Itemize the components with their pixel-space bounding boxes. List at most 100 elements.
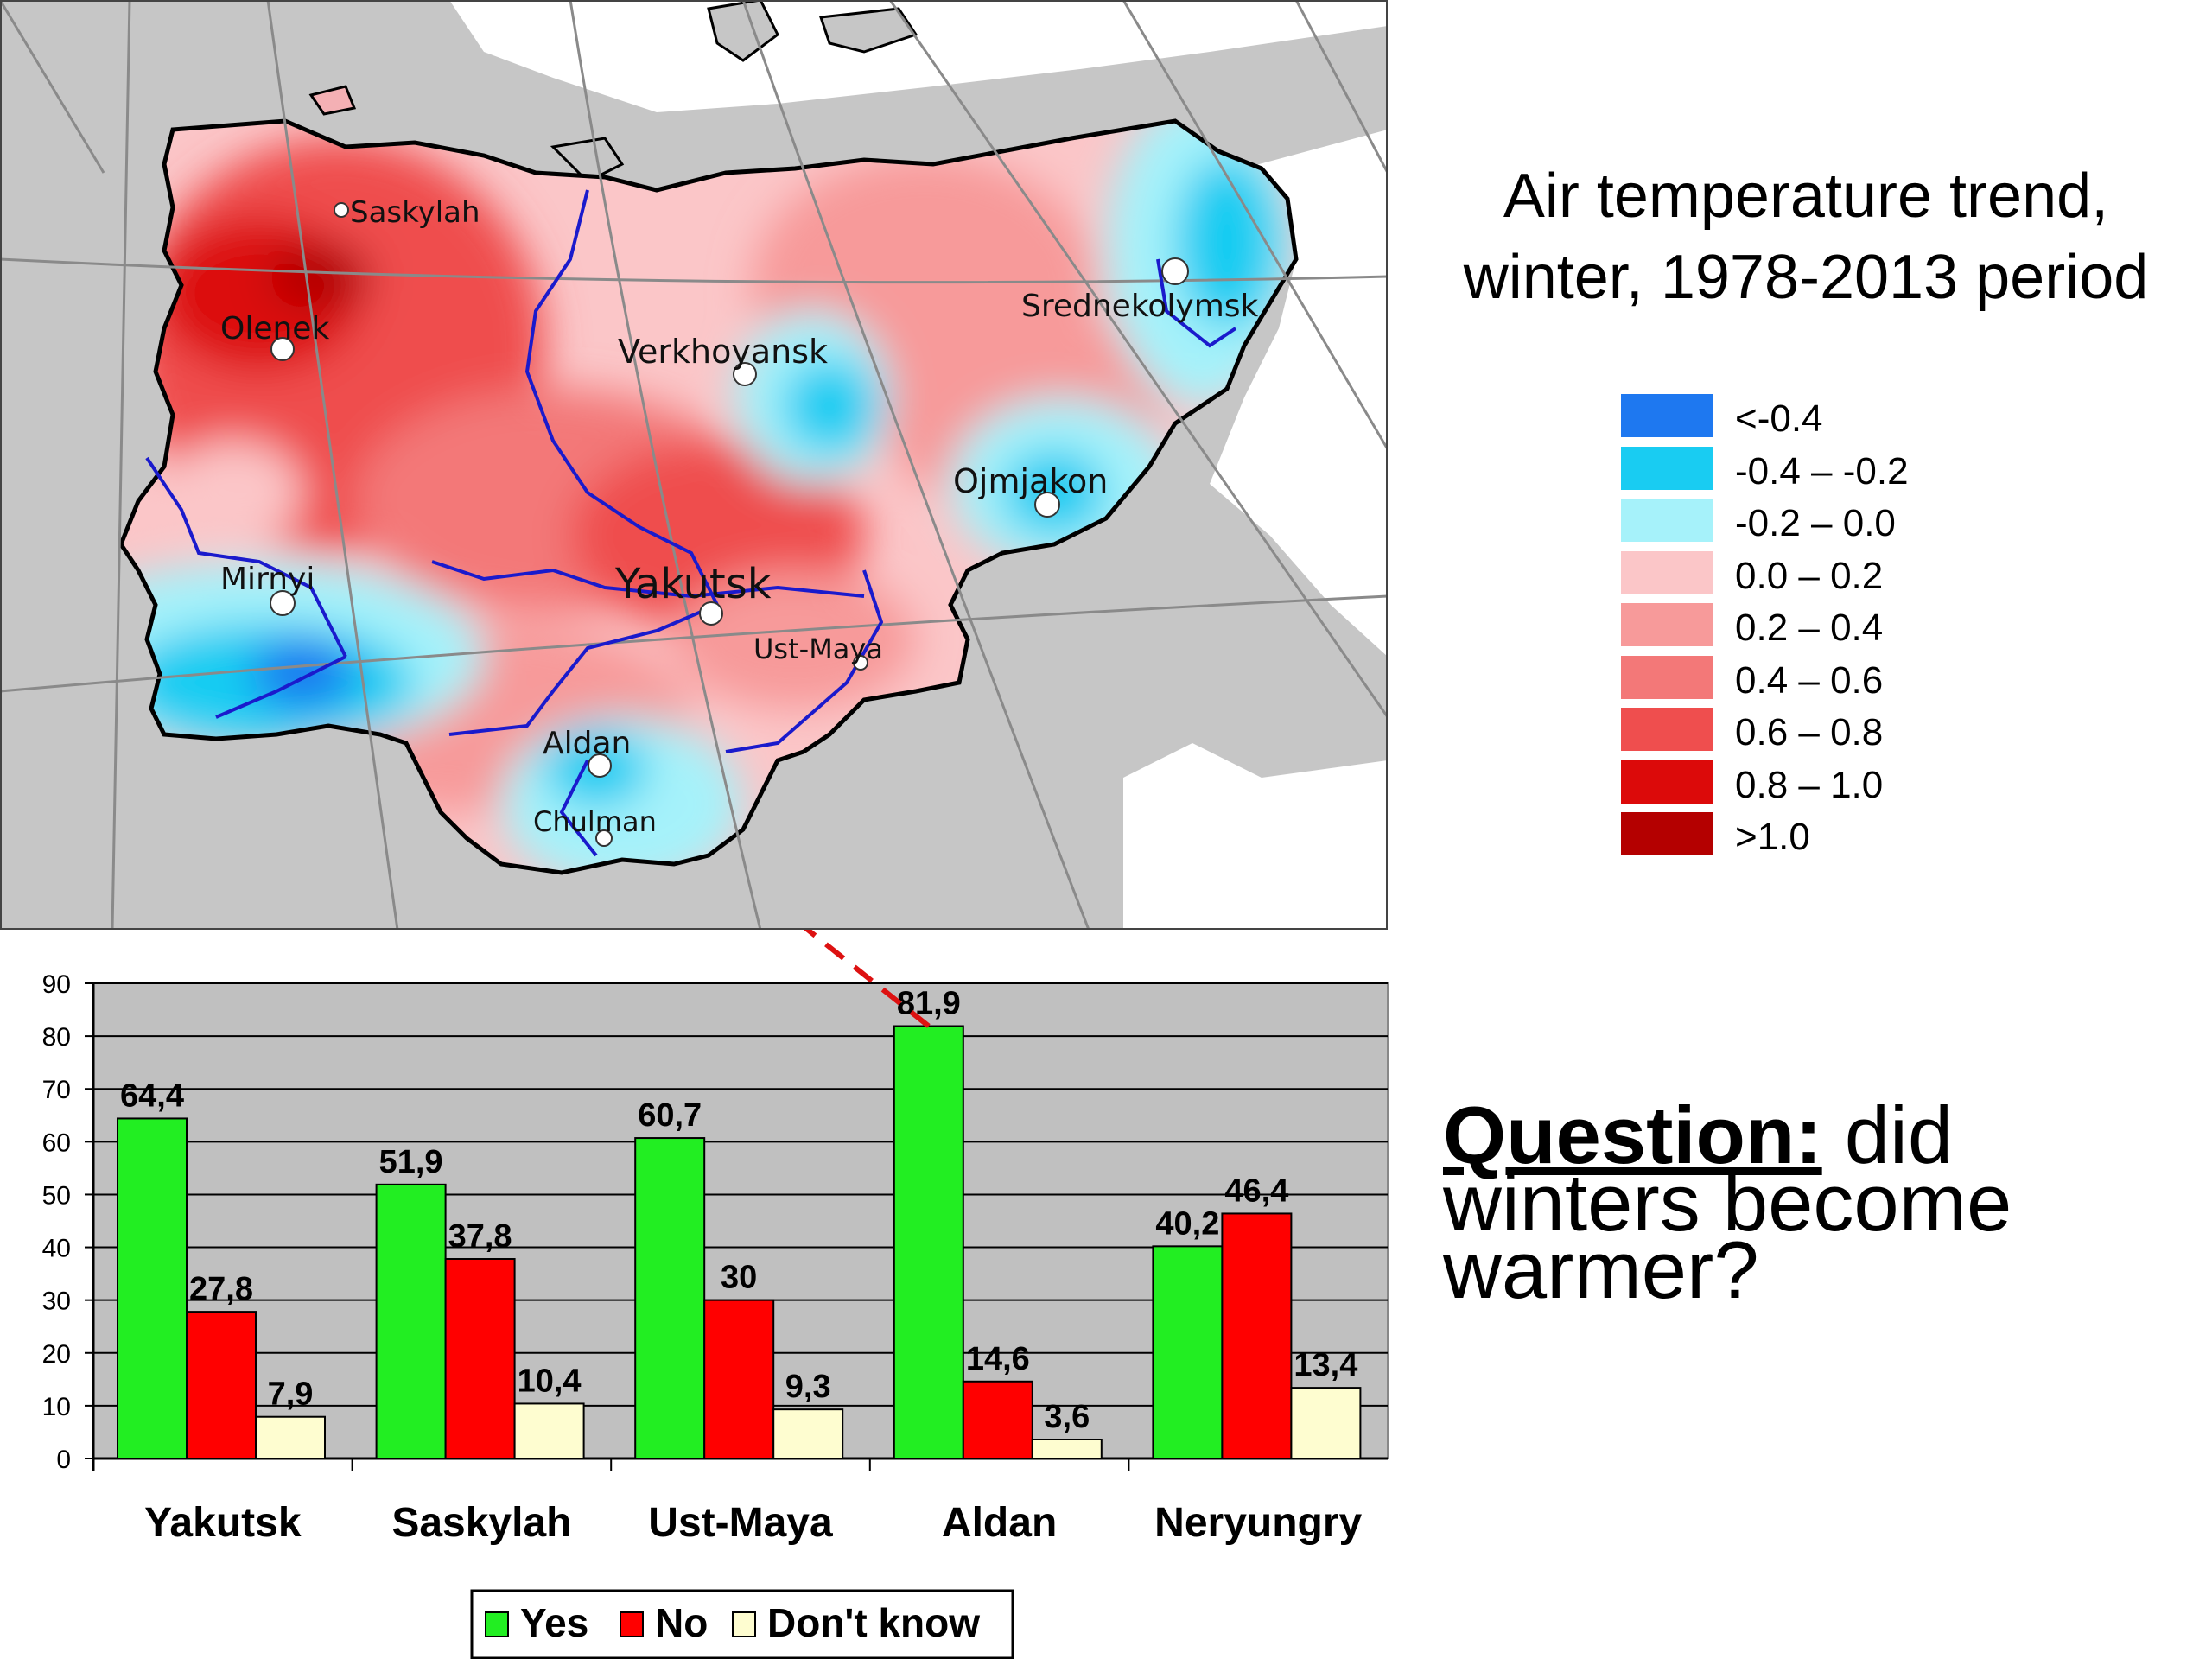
y-tick-label: 60	[42, 1128, 71, 1157]
city-verkhoyansk: Verkhoyansk	[618, 333, 828, 386]
legend-title-line-1: Air temperature trend,	[1503, 162, 2109, 231]
survey-question: Question: did winters become warmer?	[1443, 1095, 2186, 1311]
survey-bar-chart: 0 10 20 30 40 50 60 70 80 90 Yakutsk 64,4 27,8 7,9 Sas…	[42, 930, 1389, 1659]
legend-label: -0.4 – -0.2	[1735, 449, 1909, 493]
city-mirnyi: Mirnyi	[220, 562, 315, 616]
city-label: Aldan	[543, 726, 631, 761]
legend-title: Air temperature trend, winter, 1978-2013…	[1417, 156, 2195, 318]
city-label: Ust-Maya	[753, 632, 883, 665]
data-label: 37,8	[448, 1218, 512, 1255]
bar	[1031, 1439, 1103, 1459]
category-label: Saskylah	[391, 1500, 571, 1546]
legend-swatch	[1621, 655, 1713, 699]
data-label: 30	[721, 1260, 757, 1296]
legend-swatch	[1621, 499, 1713, 542]
city-label: Ojmjakon	[953, 462, 1108, 500]
bar	[255, 1415, 326, 1460]
city-marker	[1034, 492, 1060, 518]
question-heading: Question:	[1443, 1090, 1822, 1180]
city-marker	[270, 337, 295, 361]
arctic-ocean	[0, 0, 1388, 112]
category-label: Neryungry	[1154, 1500, 1362, 1546]
city-marker	[853, 655, 868, 671]
chart-legend-label: Yes	[520, 1600, 588, 1645]
bar	[375, 1183, 447, 1459]
city-marker	[588, 753, 612, 778]
graticule	[0, 0, 1388, 930]
okhotsk-sea	[1210, 130, 1388, 657]
bar	[893, 1025, 964, 1459]
city-marker	[270, 590, 296, 616]
map-frame	[0, 0, 1388, 930]
bar	[703, 1299, 775, 1459]
city-marker	[733, 362, 757, 386]
city-srednekolymsk: Srednekolymsk	[1021, 257, 1259, 324]
legend-swatch	[1621, 812, 1713, 855]
legend-swatch	[1621, 760, 1713, 804]
island	[550, 137, 625, 183]
y-tick-label: 50	[42, 1181, 71, 1210]
chart-legend-swatch	[485, 1611, 509, 1637]
data-label: 60,7	[638, 1097, 702, 1134]
bar	[444, 1258, 516, 1459]
bar	[634, 1137, 706, 1460]
chart-root: 0 10 20 30 40 50 60 70 80 90 Yakutsk 64,4 27,8 7,9 Sas…	[42, 930, 1389, 1659]
city-marker	[699, 601, 723, 626]
legend-label: >1.0	[1735, 816, 1810, 858]
legend-swatch	[1621, 708, 1713, 751]
legend-label: 0.8 – 1.0	[1735, 763, 1884, 806]
legend-label: 0.0 – 0.2	[1735, 554, 1884, 597]
data-label: 7,9	[268, 1376, 314, 1413]
data-label: 10,4	[518, 1363, 582, 1399]
data-label: 27,8	[189, 1271, 253, 1307]
bar	[1290, 1387, 1362, 1459]
y-tick-label: 20	[42, 1340, 71, 1369]
southern-sea	[1123, 743, 1388, 930]
city-ojmjakon: Ojmjakon	[953, 462, 1108, 518]
data-label: 13,4	[1294, 1347, 1357, 1383]
bar	[772, 1408, 844, 1460]
y-tick-label: 70	[42, 1076, 71, 1104]
legend-swatch	[1621, 603, 1713, 646]
chart-legend-swatch	[620, 1611, 644, 1637]
bar	[1152, 1245, 1224, 1460]
city-chulman: Chulman	[533, 805, 657, 847]
data-label: 14,6	[966, 1341, 1030, 1377]
category-label: Aldan	[942, 1500, 1057, 1546]
data-label: 64,4	[120, 1077, 184, 1114]
data-label: 81,9	[897, 986, 961, 1022]
city-marker	[334, 202, 349, 218]
city-saskylah: Saskylah	[334, 195, 480, 230]
city-label: Chulman	[533, 805, 657, 838]
legend-label: 0.2 – 0.4	[1735, 607, 1884, 649]
city-label: Srednekolymsk	[1021, 289, 1259, 324]
city-label: Yakutsk	[614, 560, 772, 608]
y-tick-label: 10	[42, 1393, 71, 1421]
legend-title-line-2: winter, 1978-2013 period	[1463, 243, 2149, 312]
data-label: 46,4	[1224, 1173, 1288, 1209]
map-canvas: Saskylah Olenek Verkhoyansk Srednekolyms…	[0, 0, 1388, 930]
city-marker	[595, 830, 613, 847]
city-label: Mirnyi	[220, 562, 315, 597]
city-label: Olenek	[220, 311, 329, 346]
bar	[1221, 1212, 1293, 1459]
city-olenek: Olenek	[220, 311, 329, 361]
y-tick-label: 0	[56, 1446, 71, 1474]
data-label: 51,9	[379, 1144, 443, 1180]
city-aldan: Aldan	[543, 726, 631, 778]
city-label: Verkhoyansk	[618, 333, 828, 371]
data-label: 40,2	[1155, 1205, 1219, 1242]
legend-label: 0.4 – 0.6	[1735, 658, 1884, 702]
rivers	[145, 189, 1237, 857]
trend-field	[121, 121, 1296, 873]
city-yakutsk: Yakutsk	[614, 560, 772, 626]
y-tick-label: 90	[42, 970, 71, 999]
city-label: Saskylah	[350, 195, 480, 230]
bar	[962, 1380, 1033, 1459]
legend-label: <-0.4	[1735, 397, 1823, 440]
island	[308, 85, 357, 116]
legend-label: 0.6 – 0.8	[1735, 711, 1884, 753]
legend-swatch	[1621, 394, 1713, 437]
city-marker	[1161, 257, 1189, 285]
chart-legend-label: No	[655, 1600, 708, 1645]
